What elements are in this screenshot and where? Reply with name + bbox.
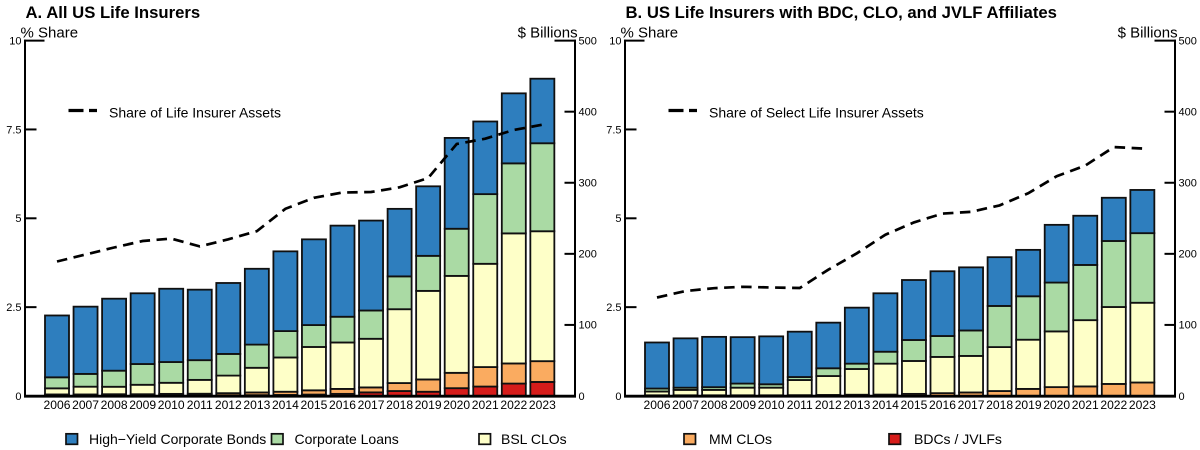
svg-text:$ Billions: $ Billions [518,25,578,42]
svg-text:2011: 2011 [187,398,213,412]
svg-text:2.5: 2.5 [606,302,621,314]
svg-text:2.5: 2.5 [6,302,21,314]
svg-text:2014: 2014 [872,398,899,412]
svg-text:BSL CLOs: BSL CLOs [501,431,567,447]
svg-text:2009: 2009 [129,398,156,412]
svg-text:0: 0 [15,391,21,403]
svg-text:2008: 2008 [101,398,128,412]
svg-text:2022: 2022 [500,398,527,412]
svg-text:2023: 2023 [529,398,556,412]
svg-text:Corporate Loans: Corporate Loans [295,431,399,447]
svg-text:2017: 2017 [358,398,385,412]
svg-text:2015: 2015 [300,398,327,412]
svg-text:5: 5 [15,213,21,225]
svg-text:MM CLOs: MM CLOs [709,431,772,447]
svg-text:2020: 2020 [443,398,470,412]
svg-text:High−Yield Corporate Bonds: High−Yield Corporate Bonds [89,431,266,447]
svg-text:2022: 2022 [1100,398,1127,412]
svg-text:10: 10 [609,35,621,47]
svg-text:0: 0 [1179,391,1185,403]
svg-text:2021: 2021 [472,398,499,412]
svg-text:$ Billions: $ Billions [1118,25,1178,42]
svg-text:200: 200 [579,249,597,261]
svg-text:B. US Life Insurers with BDC,: B. US Life Insurers with BDC, CLO, and J… [626,3,1057,22]
svg-text:200: 200 [1179,249,1197,261]
svg-text:A. All US Life Insurers: A. All US Life Insurers [26,3,201,22]
svg-text:2018: 2018 [986,398,1013,412]
svg-text:100: 100 [1179,320,1197,332]
svg-text:BDCs / JVLFs: BDCs / JVLFs [914,431,1002,447]
svg-text:2019: 2019 [1015,398,1042,412]
svg-text:2014: 2014 [272,398,299,412]
svg-text:2020: 2020 [1043,398,1070,412]
svg-text:500: 500 [1179,35,1197,47]
svg-text:2021: 2021 [1072,398,1099,412]
svg-text:2017: 2017 [958,398,985,412]
svg-text:2007: 2007 [672,398,699,412]
svg-text:2010: 2010 [158,398,185,412]
svg-text:300: 300 [579,178,597,190]
svg-text:Share of Select Life Insurer A: Share of Select Life Insurer Assets [709,104,924,120]
svg-text:Share of Life Insurer Assets: Share of Life Insurer Assets [109,104,281,120]
svg-text:2023: 2023 [1129,398,1156,412]
svg-text:2011: 2011 [787,398,813,412]
svg-text:2009: 2009 [729,398,756,412]
svg-text:400: 400 [1179,106,1197,118]
svg-text:2012: 2012 [815,398,842,412]
svg-text:7.5: 7.5 [6,124,21,136]
svg-text:400: 400 [579,106,597,118]
svg-text:500: 500 [579,35,597,47]
svg-text:5: 5 [615,213,621,225]
svg-text:2010: 2010 [758,398,785,412]
svg-text:% Share: % Share [621,25,679,42]
svg-text:2016: 2016 [929,398,956,412]
svg-text:2006: 2006 [644,398,671,412]
svg-text:2006: 2006 [44,398,71,412]
svg-text:2008: 2008 [701,398,728,412]
svg-text:10: 10 [9,35,21,47]
svg-text:0: 0 [615,391,621,403]
svg-text:2013: 2013 [243,398,270,412]
svg-text:2012: 2012 [215,398,242,412]
svg-text:2007: 2007 [72,398,99,412]
svg-text:7.5: 7.5 [606,124,621,136]
svg-text:2018: 2018 [386,398,413,412]
svg-text:2015: 2015 [900,398,927,412]
svg-text:2019: 2019 [415,398,442,412]
svg-text:0: 0 [579,391,585,403]
svg-text:% Share: % Share [21,25,79,42]
svg-text:100: 100 [579,320,597,332]
svg-text:2013: 2013 [843,398,870,412]
svg-text:2016: 2016 [329,398,356,412]
svg-text:300: 300 [1179,178,1197,190]
